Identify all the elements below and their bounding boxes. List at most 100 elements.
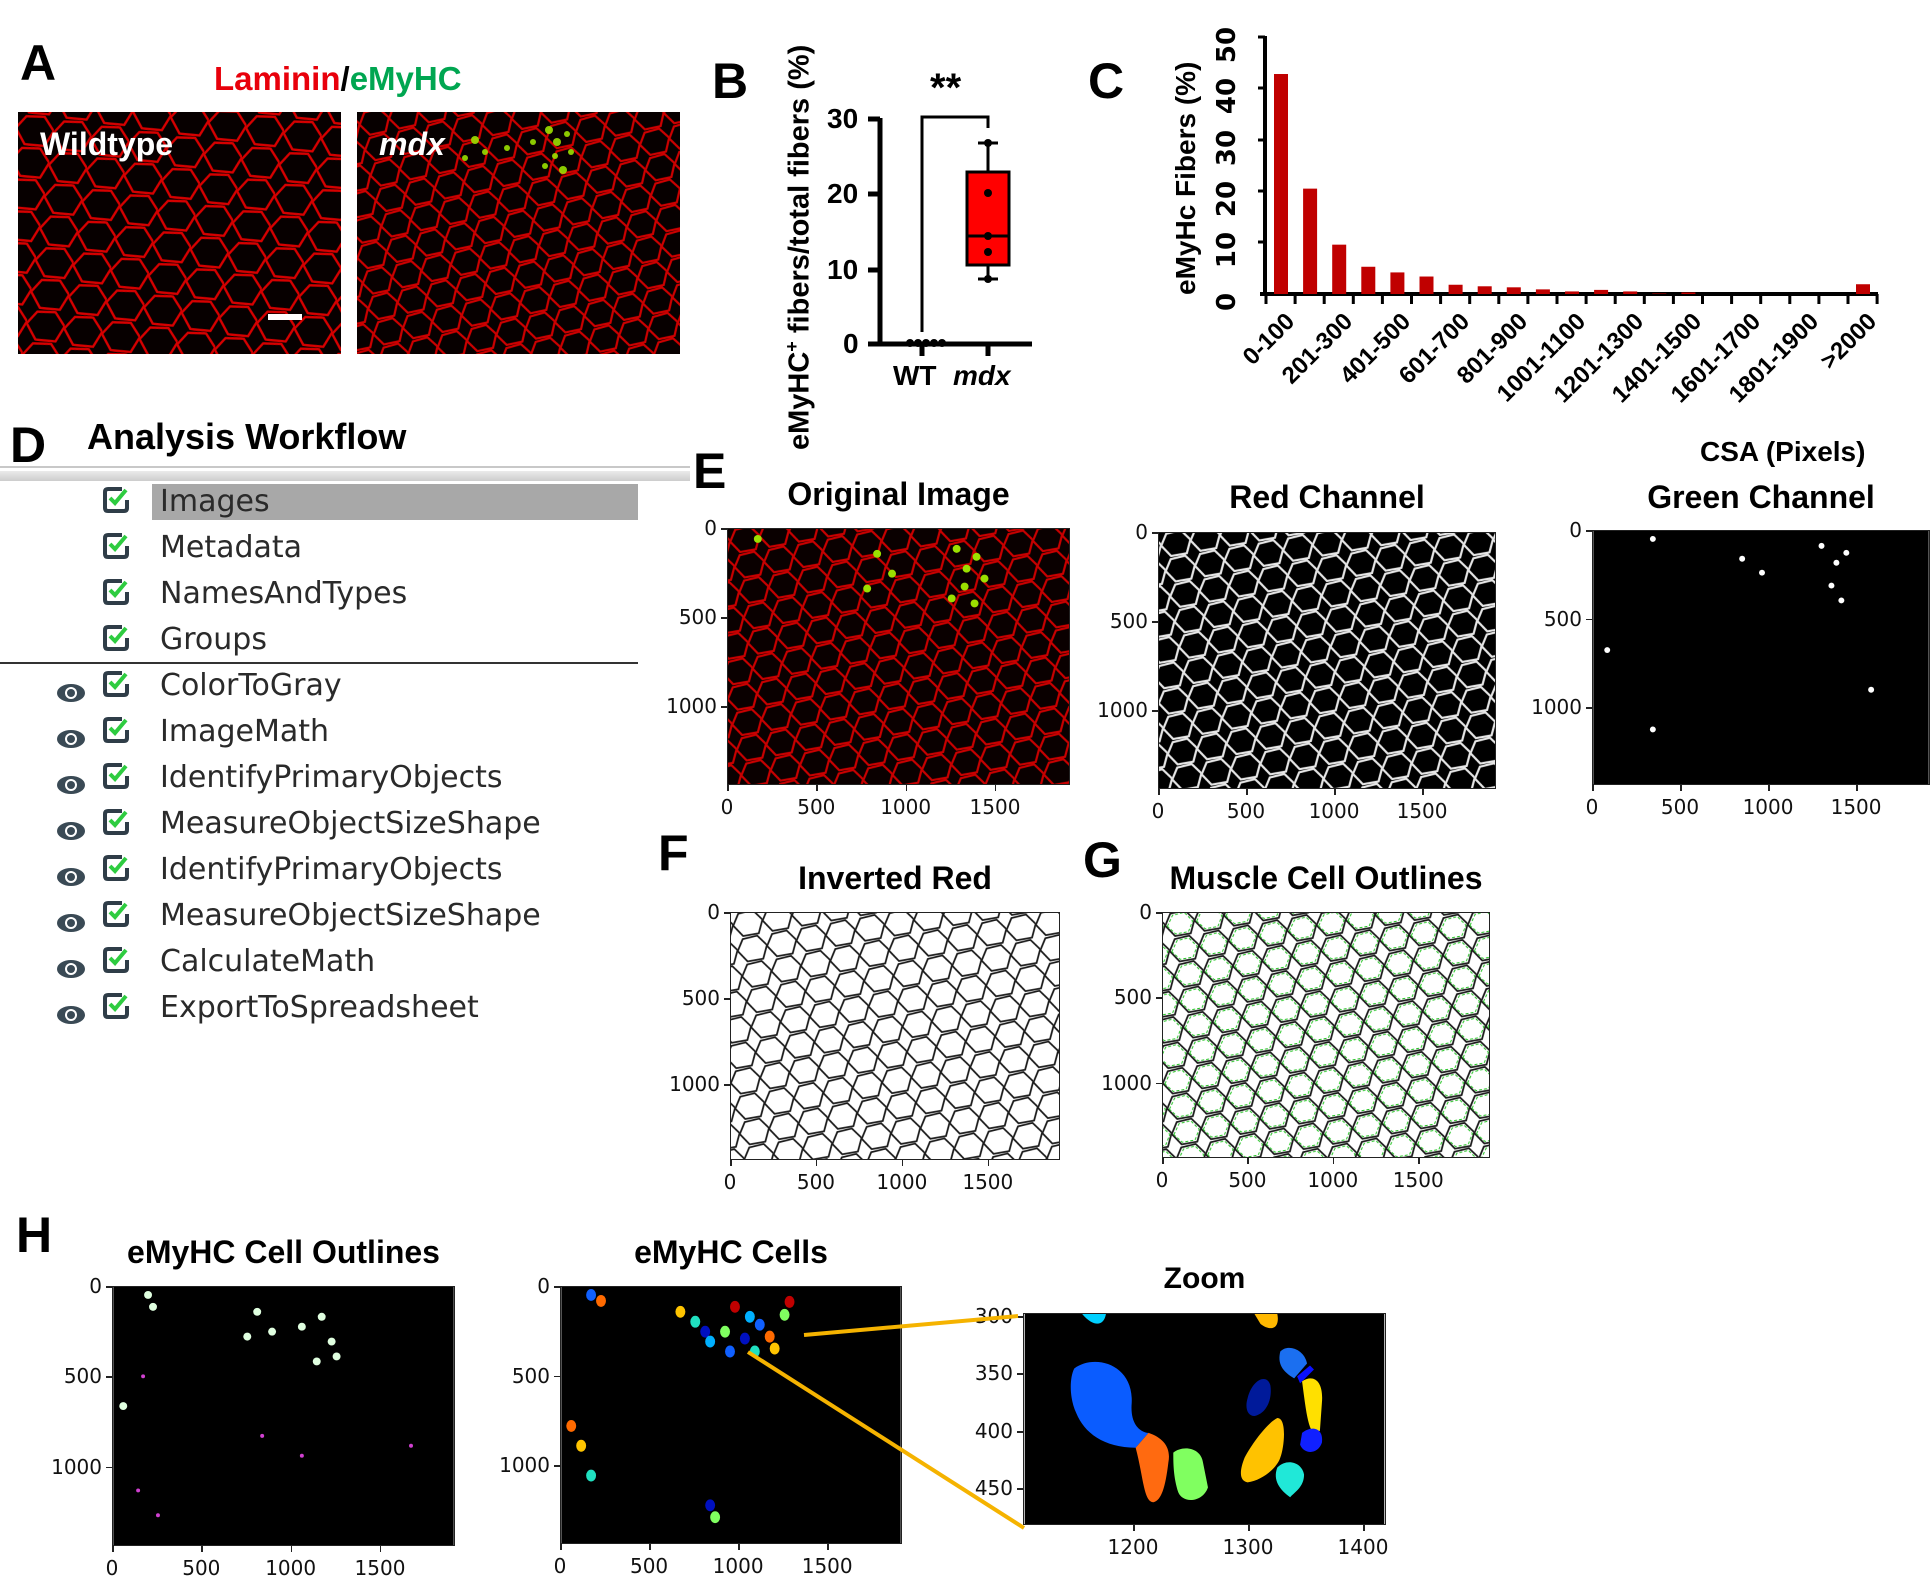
b-xtick-wt: WT — [893, 360, 937, 391]
panel-f-letter: F — [658, 825, 689, 881]
histogram-bar — [1594, 289, 1609, 294]
x-tick-mark — [730, 1160, 732, 1166]
checkbox-checked-icon[interactable] — [102, 992, 130, 1020]
x-tick-label: 500 — [1226, 799, 1266, 823]
x-tick-mark — [901, 1160, 904, 1166]
x-tick-mark — [994, 785, 997, 791]
workflow-module-images[interactable]: Images — [0, 478, 690, 522]
checkbox-checked-icon[interactable] — [102, 670, 130, 698]
workflow-module-identifyprimaryobjects[interactable]: IdentifyPrimaryObjects — [0, 754, 690, 798]
y-tick-label: 1000 — [666, 694, 717, 719]
y-tick-mark — [554, 1465, 560, 1467]
checkbox-checked-icon[interactable] — [102, 808, 130, 836]
histogram-bar — [1332, 244, 1347, 294]
eye-icon[interactable] — [56, 722, 86, 748]
wildtype-label: Wildtype — [40, 126, 174, 162]
workflow-module-imagemath[interactable]: ImageMath — [0, 708, 690, 752]
inverted-red-title: Inverted Red — [798, 860, 992, 896]
y-tick-label: 0 — [89, 1274, 102, 1298]
eye-icon[interactable] — [56, 814, 86, 840]
panel-e-letter: E — [693, 443, 727, 499]
x-tick-label: 1000 — [876, 1170, 928, 1194]
x-tick-label: 1000 — [1308, 799, 1360, 823]
eye-icon[interactable] — [56, 860, 86, 886]
checkbox-checked-icon[interactable] — [102, 854, 130, 882]
workflow-divider-mid — [0, 662, 638, 664]
checkbox-checked-icon[interactable] — [102, 578, 130, 606]
y-tick-mark — [1586, 618, 1592, 621]
x-tick-label: 500 — [797, 795, 836, 819]
checkbox-checked-icon[interactable] — [102, 900, 130, 928]
x-tick-mark — [727, 785, 729, 791]
y-tick-mark — [1156, 997, 1162, 999]
x-tick-label: 1000 — [1307, 1168, 1359, 1192]
eye-icon[interactable] — [56, 998, 86, 1024]
y-tick-mark — [1017, 1431, 1023, 1433]
laminin-mesh-image — [18, 112, 341, 354]
checkbox-checked-icon[interactable] — [102, 624, 130, 652]
x-tick-mark — [1680, 785, 1682, 791]
eye-icon[interactable] — [56, 676, 86, 702]
y-tick-label: 300 — [974, 1304, 1013, 1328]
green-channel-image — [1592, 530, 1930, 785]
y-tick-label: 500 — [1543, 606, 1582, 631]
workflow-module-identifyprimaryobjects[interactable]: IdentifyPrimaryObjects — [0, 846, 690, 890]
checkbox-checked-icon[interactable] — [102, 486, 130, 514]
x-tick-mark — [905, 785, 908, 791]
workflow-module-namesandtypes[interactable]: NamesAndTypes — [0, 570, 690, 614]
y-tick-mark — [724, 912, 730, 914]
workflow-module-metadata[interactable]: Metadata — [0, 524, 690, 568]
panel-b-significance: ** — [930, 66, 962, 110]
x-tick-mark — [1133, 1525, 1135, 1531]
y-tick-label: 450 — [974, 1476, 1013, 1500]
svg-text:30: 30 — [1212, 130, 1242, 166]
panel-c-histogram: 0 10 20 30 40 50 — [1212, 27, 1879, 310]
x-tick-label: 1500 — [1392, 1168, 1444, 1192]
checkbox-checked-icon[interactable] — [102, 532, 130, 560]
x-tick-label: 500 — [182, 1556, 221, 1580]
x-tick-mark — [1856, 785, 1858, 791]
y-tick-label: 0 — [707, 900, 720, 924]
histogram-bar — [1477, 286, 1492, 294]
x-tick-label: 1500 — [801, 1554, 853, 1578]
checkbox-checked-icon[interactable] — [102, 762, 130, 790]
x-tick-mark — [112, 1546, 114, 1552]
y-tick-mark — [721, 617, 727, 619]
zoom-title: Zoom — [1163, 1262, 1246, 1295]
x-tick-mark — [1247, 1158, 1249, 1164]
checkbox-checked-icon[interactable] — [102, 946, 130, 974]
svg-text:10: 10 — [1212, 232, 1242, 268]
eye-icon[interactable] — [56, 768, 86, 794]
module-label: CalculateMath — [160, 944, 376, 979]
x-tick-mark — [1332, 1158, 1335, 1164]
panel-c-xlabel: CSA (Pixels) — [1700, 436, 1866, 467]
x-tick-mark — [560, 1544, 562, 1550]
workflow-module-exporttospreadsheet[interactable]: ExportToSpreadsheet — [0, 984, 690, 1028]
module-label: Images — [160, 484, 270, 519]
x-tick-label: 1500 — [1830, 795, 1882, 819]
y-tick-label: 1000 — [1101, 1070, 1152, 1095]
workflow-title: Analysis Workflow — [87, 416, 407, 457]
module-label: IdentifyPrimaryObjects — [160, 852, 503, 887]
y-tick-label: 500 — [511, 1363, 550, 1388]
x-tick-label: 1500 — [969, 795, 1021, 819]
eye-icon[interactable] — [56, 952, 86, 978]
y-tick-label: 500 — [63, 1364, 102, 1389]
workflow-module-colortogray[interactable]: ColorToGray — [0, 662, 690, 706]
histogram-bar — [1565, 291, 1579, 294]
workflow-module-measureobjectsizeshape[interactable]: MeasureObjectSizeShape — [0, 892, 690, 936]
workflow-module-calculatemath[interactable]: CalculateMath — [0, 938, 690, 982]
title-emyhc: eMyHC — [349, 60, 462, 97]
workflow-divider-top-dark — [0, 471, 690, 481]
x-tick-mark — [1422, 789, 1424, 795]
x-tick-label: 1200 — [1107, 1535, 1159, 1559]
workflow-module-groups[interactable]: Groups — [0, 616, 690, 660]
checkbox-checked-icon[interactable] — [102, 716, 130, 744]
y-tick-mark — [554, 1375, 560, 1378]
mdx-micrograph: mdx — [357, 112, 680, 354]
scale-bar — [268, 314, 302, 320]
workflow-module-measureobjectsizeshape[interactable]: MeasureObjectSizeShape — [0, 800, 690, 844]
y-tick-mark — [1152, 710, 1158, 712]
x-tick-label: 0 — [1151, 799, 1165, 823]
eye-icon[interactable] — [56, 906, 86, 932]
